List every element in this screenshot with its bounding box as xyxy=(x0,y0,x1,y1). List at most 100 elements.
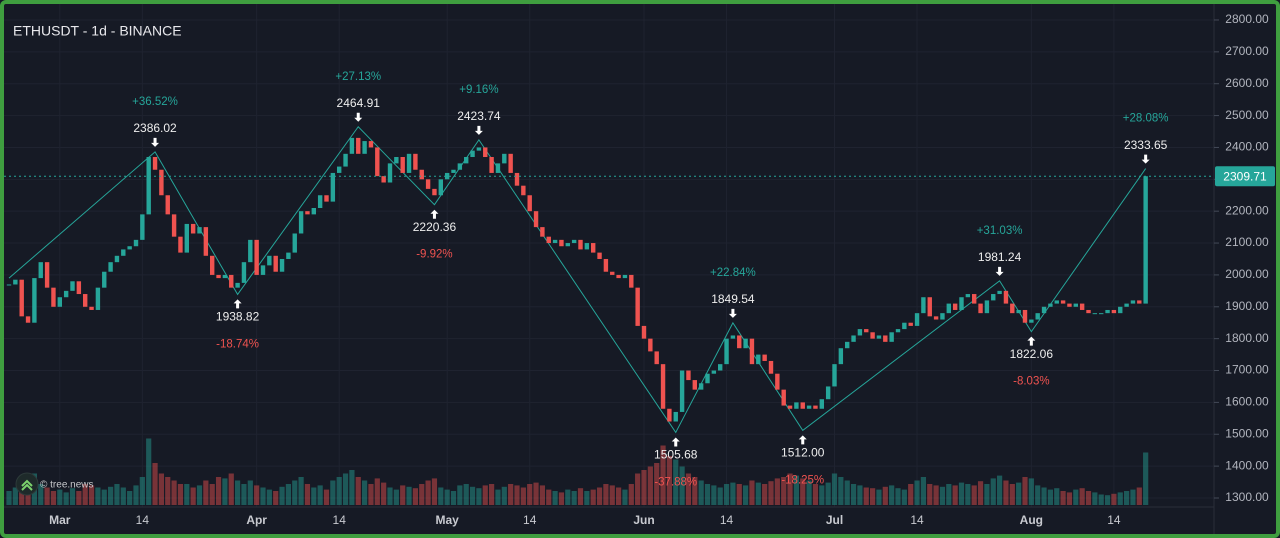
pivot-change-label: +36.52% xyxy=(132,96,178,108)
volume-bar xyxy=(57,489,63,505)
volume-bar xyxy=(616,487,622,505)
volume-bar xyxy=(997,475,1003,505)
candle xyxy=(235,282,240,288)
candle xyxy=(1118,306,1123,314)
candle xyxy=(483,147,488,158)
volume-bar xyxy=(558,492,565,505)
candle xyxy=(756,354,761,365)
candle xyxy=(1010,303,1015,314)
volume-bar xyxy=(806,480,812,505)
volume-bar xyxy=(108,486,114,505)
volume-bar xyxy=(1047,489,1053,505)
volume-bar xyxy=(647,466,653,505)
volume-bar xyxy=(768,481,774,505)
candle xyxy=(540,227,545,237)
candle xyxy=(768,360,774,374)
volume-bar xyxy=(50,491,57,505)
candle xyxy=(648,338,653,352)
candle xyxy=(838,348,844,365)
volume-bar xyxy=(749,480,755,505)
volume-bar xyxy=(946,484,952,505)
volume-bar xyxy=(819,485,825,505)
y-tick-label: 2400.00 xyxy=(1225,140,1269,154)
candle xyxy=(273,255,278,272)
candle xyxy=(698,383,704,390)
volume-bar xyxy=(781,477,787,505)
candle xyxy=(692,380,697,390)
candle xyxy=(864,329,869,333)
candle xyxy=(978,303,983,314)
candle xyxy=(83,294,88,307)
pivot-value-label: 1505.68 xyxy=(654,448,698,462)
candle xyxy=(1016,309,1021,314)
y-tick-label: 2600.00 xyxy=(1225,76,1269,90)
candle xyxy=(13,279,18,285)
candle xyxy=(476,147,482,151)
volume-bar xyxy=(774,478,780,505)
volume-bar xyxy=(755,482,761,505)
candle xyxy=(343,153,348,167)
volume-bar xyxy=(850,484,857,505)
volume-bar xyxy=(552,491,558,505)
candle xyxy=(38,262,43,279)
candle xyxy=(184,223,189,253)
volume-bar xyxy=(1066,492,1073,505)
candle xyxy=(1060,300,1066,304)
candle xyxy=(527,195,532,212)
candle xyxy=(775,373,780,390)
candle xyxy=(438,179,443,196)
pivot-change-label: +28.08% xyxy=(1123,113,1169,125)
volume-bar xyxy=(679,466,685,505)
candle xyxy=(584,243,590,250)
pivot-arrow xyxy=(1141,154,1150,164)
volume-bar xyxy=(844,480,850,505)
volume-bar xyxy=(387,487,393,505)
candle xyxy=(718,364,723,371)
y-tick-label: 2100.00 xyxy=(1225,235,1269,249)
pivot-value-label: 1981.24 xyxy=(978,250,1022,264)
volume-bar xyxy=(609,485,615,505)
volume-bar xyxy=(927,484,933,505)
candle xyxy=(876,335,882,339)
candle xyxy=(673,411,678,422)
candle xyxy=(984,300,990,314)
volume-bar xyxy=(1143,452,1149,505)
candle xyxy=(578,239,583,250)
candle xyxy=(927,297,932,317)
candle xyxy=(1022,309,1028,323)
volume-bar xyxy=(539,485,545,505)
candle xyxy=(533,211,539,228)
volume-bar xyxy=(279,486,285,505)
pivot-change-label: -9.92% xyxy=(416,249,452,261)
candle xyxy=(171,214,177,237)
volume-bar xyxy=(660,445,666,505)
candle xyxy=(1086,309,1091,314)
volume-bar xyxy=(514,485,520,505)
candle xyxy=(1035,313,1040,320)
candle xyxy=(1041,306,1047,314)
volume-bar xyxy=(101,489,107,505)
candle xyxy=(711,370,717,374)
candle xyxy=(660,364,666,409)
pivot-value-label: 1512.00 xyxy=(781,446,825,460)
volume-bar xyxy=(736,484,742,505)
volume-bar xyxy=(82,484,88,505)
y-tick-label: 1400.00 xyxy=(1225,458,1269,472)
volume-bar xyxy=(476,488,482,505)
candle xyxy=(622,274,628,279)
last-price-tag xyxy=(1215,166,1275,187)
candle xyxy=(203,227,209,256)
volume-bar xyxy=(127,491,133,505)
candle xyxy=(25,316,31,323)
candle xyxy=(57,297,62,307)
volume-bar xyxy=(971,485,977,505)
candle xyxy=(470,150,475,158)
volume-bar xyxy=(977,481,984,505)
volume-bar xyxy=(571,491,577,505)
volume-bar xyxy=(209,484,215,505)
volume-bar xyxy=(292,480,298,505)
volume-bar xyxy=(38,484,44,505)
volume-bar xyxy=(457,485,463,505)
candle xyxy=(432,188,437,196)
